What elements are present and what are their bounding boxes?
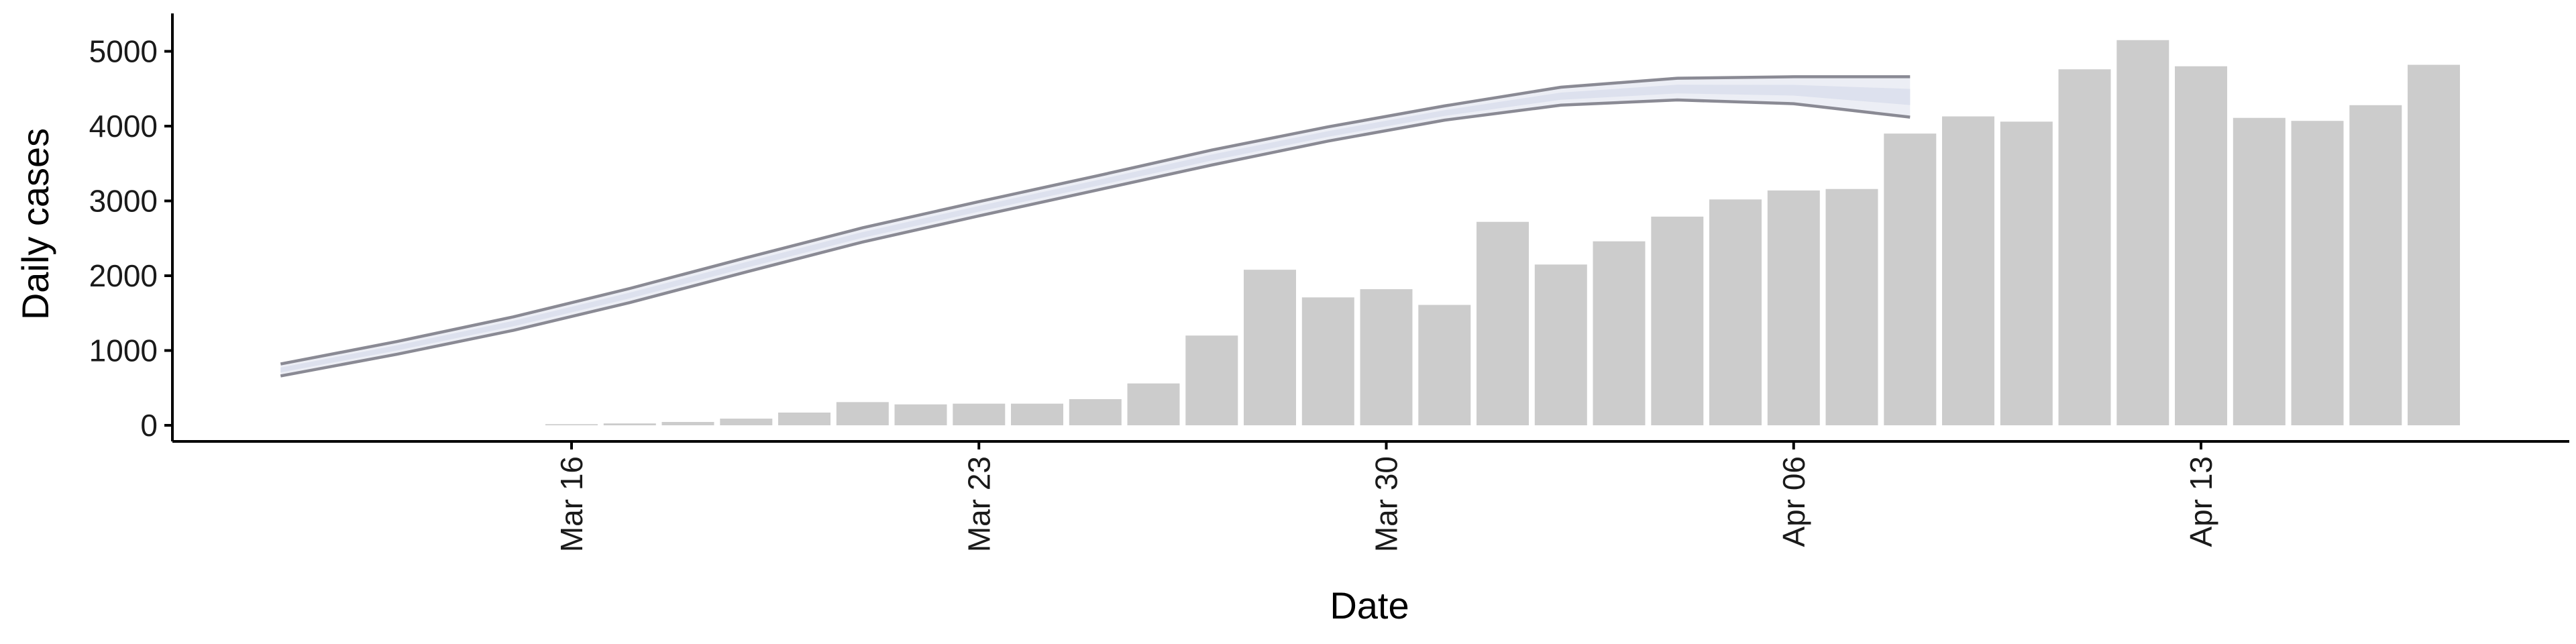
- bar-2020-04-13: [2175, 66, 2227, 426]
- bar-2020-04-11: [2058, 69, 2111, 426]
- bar-2020-04-02: [1534, 264, 1587, 425]
- bar-2020-04-12: [2116, 40, 2169, 426]
- x-axis-title: Date: [1330, 584, 1409, 627]
- x-tick-label: Apr 13: [2184, 456, 2218, 547]
- bar-2020-04-14: [2233, 117, 2286, 425]
- y-axis-ticks: 0 1000 2000 3000 4000 5000: [89, 34, 172, 443]
- x-tick-label: Mar 16: [554, 456, 589, 552]
- y-tick-label: 4000: [89, 109, 158, 144]
- band-upper-edge: [280, 75, 1911, 366]
- bar-2020-04-07: [1825, 189, 1878, 425]
- bar-2020-04-10: [2000, 121, 2053, 426]
- x-tick-label: Mar 30: [1369, 456, 1404, 552]
- x-tick-label: Mar 23: [961, 456, 996, 552]
- bar-2020-04-16: [2349, 105, 2402, 426]
- bar-2020-03-24: [1011, 403, 1063, 425]
- x-axis-ticks: Mar 16 Mar 23 Mar 30 Apr 06 Apr 13: [554, 441, 2218, 552]
- bar-2020-03-22: [894, 404, 947, 425]
- bar-2020-03-23: [953, 403, 1006, 425]
- bar-2020-04-01: [1477, 221, 1529, 425]
- bar-2020-04-15: [2291, 121, 2344, 425]
- bar-2020-03-30: [1360, 289, 1413, 425]
- bar-2020-03-27: [1185, 335, 1238, 425]
- y-tick-label: 5000: [89, 34, 158, 69]
- y-tick-label: 1000: [89, 333, 158, 368]
- bar-2020-04-05: [1709, 199, 1762, 425]
- y-axis-title: Daily cases: [14, 128, 56, 320]
- bar-2020-03-21: [836, 402, 889, 425]
- y-tick-label: 0: [140, 408, 158, 443]
- nowcast-band: [280, 75, 1911, 378]
- band-lower-edge: [280, 98, 1911, 378]
- bar-2020-04-08: [1884, 133, 1937, 425]
- bar-2020-04-17: [2408, 64, 2460, 426]
- bar-2020-03-25: [1069, 399, 1122, 425]
- bars-layer: [545, 40, 2460, 426]
- bar-2020-03-17: [603, 423, 656, 425]
- bar-2020-03-26: [1127, 383, 1180, 425]
- bar-2020-04-04: [1651, 216, 1704, 425]
- bar-2020-04-09: [1942, 116, 1994, 425]
- bar-2020-03-19: [720, 419, 773, 425]
- y-tick-label: 3000: [89, 184, 158, 219]
- bar-2020-03-31: [1418, 305, 1471, 425]
- bar-2020-03-20: [778, 413, 830, 425]
- bar-2020-03-29: [1301, 297, 1354, 425]
- bar-2020-03-16: [545, 424, 598, 425]
- bar-2020-03-28: [1244, 270, 1296, 425]
- y-tick-label: 2000: [89, 258, 158, 293]
- bar-2020-03-18: [661, 422, 714, 425]
- x-tick-label: Apr 06: [1776, 456, 1811, 547]
- bar-2020-04-06: [1767, 190, 1820, 425]
- bar-2020-04-03: [1593, 241, 1646, 425]
